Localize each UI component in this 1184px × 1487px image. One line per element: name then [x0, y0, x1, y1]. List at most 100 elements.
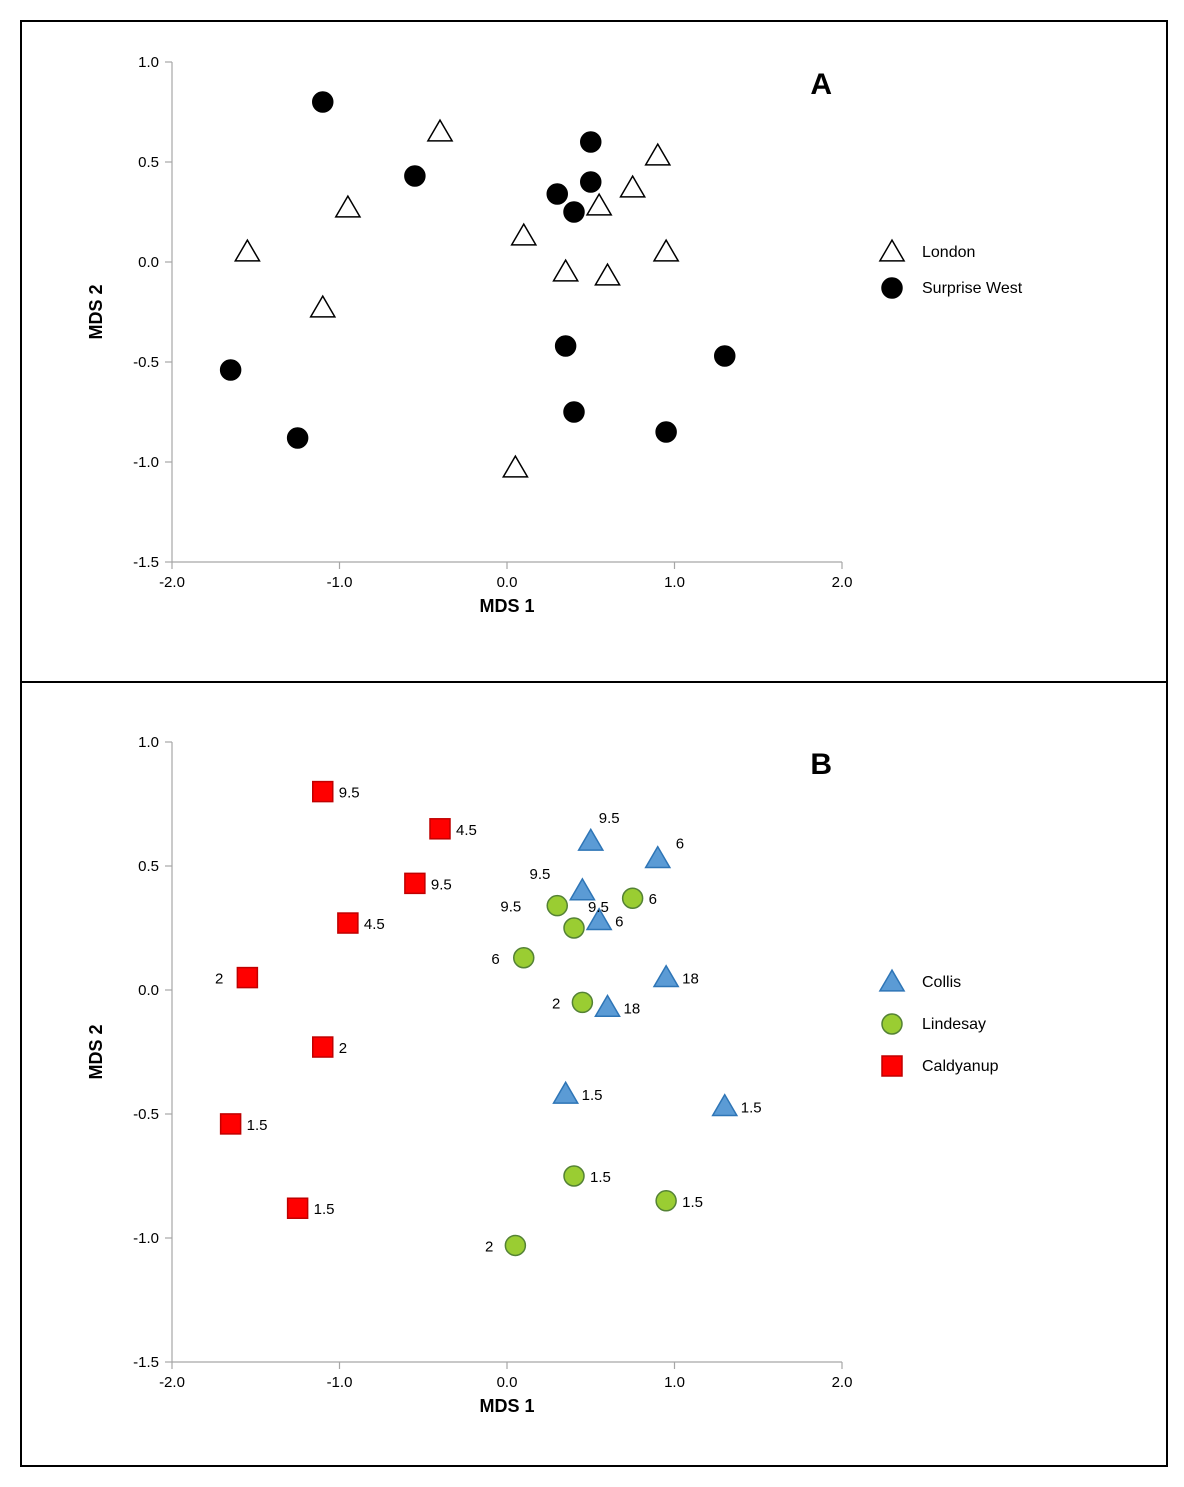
- data-point: [514, 948, 534, 968]
- data-point: [336, 196, 360, 217]
- x-tick-label: -1.0: [327, 1374, 353, 1391]
- data-point: [311, 296, 335, 317]
- x-tick-label: 2.0: [832, 574, 853, 591]
- data-point: [313, 92, 333, 112]
- data-point: [313, 1037, 333, 1057]
- data-point: [579, 829, 603, 850]
- data-point: [656, 1191, 676, 1211]
- point-label: 1.5: [741, 1100, 762, 1117]
- data-point: [428, 120, 452, 141]
- figure-svg: -2.0 -1.0 0.0 1.0 2.0 -1.5 -1.0 -0.5 0.0 0.5 1.0 MD…: [22, 22, 1166, 1465]
- point-label: 1.5: [582, 1087, 603, 1104]
- data-point: [237, 968, 257, 988]
- y-tick-label: -0.5: [133, 354, 159, 371]
- data-point: [595, 995, 619, 1016]
- data-point: [713, 1095, 737, 1116]
- y-tick-label: 0.5: [138, 858, 159, 875]
- y-tick-label: -1.5: [133, 1354, 159, 1371]
- data-point: [554, 1082, 578, 1103]
- data-point: [656, 422, 676, 442]
- data-point: [621, 176, 645, 197]
- data-point: [646, 144, 670, 165]
- legend-item: Lindesay: [882, 1014, 986, 1034]
- data-point: [505, 1235, 525, 1255]
- y-tick-label: -1.0: [133, 1230, 159, 1247]
- data-point: [623, 888, 643, 908]
- data-point: [654, 966, 678, 987]
- point-label: 9.5: [500, 899, 521, 916]
- legend-label: Lindesay: [922, 1016, 986, 1033]
- y-tick-label: -1.5: [133, 554, 159, 571]
- data-point: [554, 260, 578, 281]
- data-point: [564, 202, 584, 222]
- data-point: [581, 132, 601, 152]
- y-tick-label: 1.0: [138, 54, 159, 71]
- data-point: [547, 896, 567, 916]
- legend-label: Collis: [922, 974, 961, 991]
- data-point: [595, 264, 619, 285]
- data-point: [430, 819, 450, 839]
- x-tick-label: 0.0: [497, 574, 518, 591]
- legend-item: Caldyanup: [882, 1056, 999, 1076]
- x-axis-label: MDS 1: [479, 596, 534, 616]
- panel-label: A: [810, 68, 832, 101]
- data-point: [581, 172, 601, 192]
- x-tick-label: 1.0: [664, 1374, 685, 1391]
- data-point: [221, 1114, 241, 1134]
- point-label: 2: [339, 1040, 347, 1057]
- data-point: [646, 847, 670, 868]
- data-point: [715, 346, 735, 366]
- point-label: 4.5: [364, 916, 385, 933]
- data-point: [288, 1198, 308, 1218]
- x-tick-label: -1.0: [327, 574, 353, 591]
- x-tick-label: 1.0: [664, 574, 685, 591]
- x-tick-label: 2.0: [832, 1374, 853, 1391]
- data-point: [564, 1166, 584, 1186]
- data-point: [235, 240, 259, 261]
- y-axis-label: MDS 2: [86, 284, 106, 339]
- legend-label: London: [922, 244, 975, 261]
- point-label: 4.5: [456, 822, 477, 839]
- y-tick-label: -1.0: [133, 454, 159, 471]
- data-point: [587, 194, 611, 215]
- legend-label: Surprise West: [922, 280, 1023, 297]
- data-point: [338, 913, 358, 933]
- point-label: 9.5: [599, 810, 620, 827]
- data-point: [405, 873, 425, 893]
- point-label: 2: [215, 971, 223, 988]
- point-label: 6: [676, 836, 684, 853]
- data-point: [564, 918, 584, 938]
- data-point: [564, 402, 584, 422]
- point-label: 1.5: [682, 1194, 703, 1211]
- point-label: 2: [485, 1238, 493, 1255]
- point-label: 1.5: [590, 1169, 611, 1186]
- data-point: [221, 360, 241, 380]
- data-point: [313, 782, 333, 802]
- point-label: 1.5: [314, 1201, 335, 1218]
- point-label: 2: [552, 995, 560, 1012]
- x-axis-label: MDS 1: [479, 1396, 534, 1416]
- point-label: 9.5: [588, 899, 609, 916]
- data-point: [405, 166, 425, 186]
- y-tick-label: 1.0: [138, 734, 159, 751]
- x-tick-label: -2.0: [159, 574, 185, 591]
- point-label: 9.5: [431, 876, 452, 893]
- point-label: 18: [624, 1000, 641, 1017]
- legend-item: Collis: [880, 970, 961, 991]
- point-label: 9.5: [530, 866, 551, 883]
- point-label: 6: [649, 891, 657, 908]
- point-label: 6: [491, 951, 499, 968]
- data-point: [570, 879, 594, 900]
- panel-label: B: [810, 748, 832, 781]
- x-tick-label: 0.0: [497, 1374, 518, 1391]
- y-tick-label: 0.0: [138, 254, 159, 271]
- point-label: 6: [615, 914, 623, 931]
- y-tick-label: 0.0: [138, 982, 159, 999]
- data-point: [288, 428, 308, 448]
- data-point: [556, 336, 576, 356]
- data-point: [503, 456, 527, 477]
- data-point: [572, 992, 592, 1012]
- data-point: [512, 224, 536, 245]
- point-label: 18: [682, 971, 699, 988]
- x-tick-label: -2.0: [159, 1374, 185, 1391]
